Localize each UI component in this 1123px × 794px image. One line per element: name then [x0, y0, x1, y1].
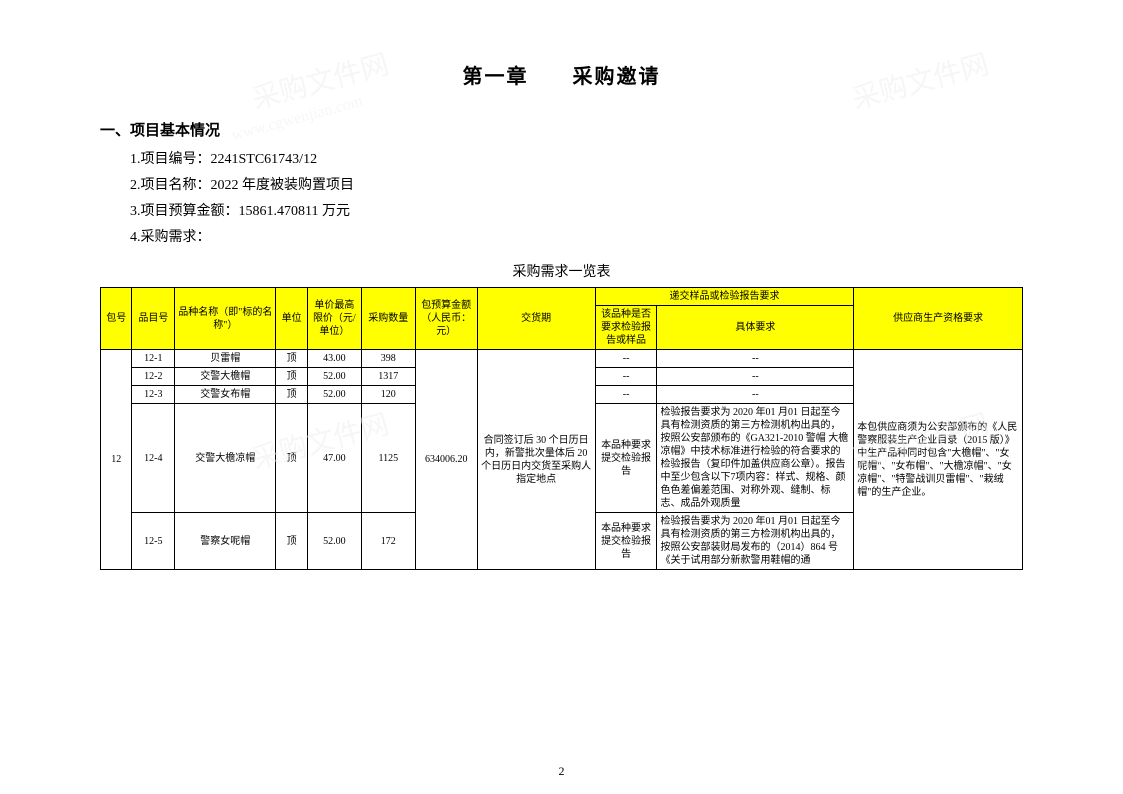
project-number: 1.项目编号：2241STC61743/12 — [130, 148, 1023, 168]
section-heading: 一、项目基本情况 — [100, 119, 1023, 140]
cell-item: 12-4 — [132, 404, 175, 513]
th-qty: 采购数量 — [361, 288, 415, 350]
cell-qty: 1317 — [361, 368, 415, 386]
cell-name: 交警大檐帽 — [175, 368, 276, 386]
cell-reqflag: 本品种要求提交检验报告 — [595, 404, 657, 513]
cell-price: 52.00 — [307, 386, 361, 404]
chapter-title: 第一章 采购邀请 — [100, 60, 1023, 89]
cell-price: 47.00 — [307, 404, 361, 513]
th-supplier: 供应商生产资格要求 — [854, 288, 1023, 350]
cell-req: 检验报告要求为 2020 年01 月01 日起至今具有检测资质的第三方检测机构出… — [657, 513, 854, 570]
cell-price: 52.00 — [307, 368, 361, 386]
cell-unit: 顶 — [276, 513, 307, 570]
cell-req: -- — [657, 386, 854, 404]
cell-unit: 顶 — [276, 368, 307, 386]
cell-item: 12-2 — [132, 368, 175, 386]
th-delivery: 交货期 — [477, 288, 595, 350]
cell-name: 贝雷帽 — [175, 350, 276, 368]
th-name: 品种名称（即"标的名称"） — [175, 288, 276, 350]
th-price: 单价最高限价（元/单位） — [307, 288, 361, 350]
cell-qty: 1125 — [361, 404, 415, 513]
th-item: 品目号 — [132, 288, 175, 350]
procurement-req-label: 4.采购需求： — [130, 226, 1023, 246]
cell-reqflag: -- — [595, 350, 657, 368]
cell-pkg: 12 — [101, 350, 132, 570]
cell-req: -- — [657, 368, 854, 386]
cell-delivery: 合同签订后 30 个日历日内，新警批次量体后 20 个日历日内交货至采购人指定地… — [477, 350, 595, 570]
th-budget: 包预算金额（人民币：元） — [415, 288, 477, 350]
requirements-table: 包号 品目号 品种名称（即"标的名称"） 单位 单价最高限价（元/单位） 采购数… — [100, 287, 1023, 570]
cell-price: 43.00 — [307, 350, 361, 368]
cell-reqflag: 本品种要求提交检验报告 — [595, 513, 657, 570]
th-reqdetail: 具体要求 — [657, 306, 854, 350]
project-name: 2.项目名称：2022 年度被装购置项目 — [130, 174, 1023, 194]
table-row: 12 12-1 贝雷帽 顶 43.00 398 634006.20 合同签订后 … — [101, 350, 1023, 368]
cell-name: 警察女呢帽 — [175, 513, 276, 570]
cell-unit: 顶 — [276, 386, 307, 404]
cell-item: 12-3 — [132, 386, 175, 404]
cell-reqflag: -- — [595, 368, 657, 386]
cell-supplier: 本包供应商须为公安部颁布的《人民警察服装生产企业目录（2015 版）》中生产品种… — [854, 350, 1023, 570]
project-budget: 3.项目预算金额：15861.470811 万元 — [130, 200, 1023, 220]
cell-qty: 120 — [361, 386, 415, 404]
cell-unit: 顶 — [276, 404, 307, 513]
cell-unit: 顶 — [276, 350, 307, 368]
cell-req: -- — [657, 350, 854, 368]
page-number: 2 — [0, 764, 1123, 779]
cell-budget: 634006.20 — [415, 350, 477, 570]
cell-reqflag: -- — [595, 386, 657, 404]
th-pkg: 包号 — [101, 288, 132, 350]
cell-name: 交警女布帽 — [175, 386, 276, 404]
cell-price: 52.00 — [307, 513, 361, 570]
table-title: 采购需求一览表 — [100, 261, 1023, 281]
th-sample-group: 递交样品或检验报告要求 — [595, 288, 854, 306]
cell-item: 12-5 — [132, 513, 175, 570]
cell-req: 检验报告要求为 2020 年01 月01 日起至今具有检测资质的第三方检测机构出… — [657, 404, 854, 513]
th-unit: 单位 — [276, 288, 307, 350]
cell-qty: 398 — [361, 350, 415, 368]
cell-item: 12-1 — [132, 350, 175, 368]
cell-qty: 172 — [361, 513, 415, 570]
th-reqflag: 该品种是否要求检验报告或样品 — [595, 306, 657, 350]
cell-name: 交警大檐凉帽 — [175, 404, 276, 513]
